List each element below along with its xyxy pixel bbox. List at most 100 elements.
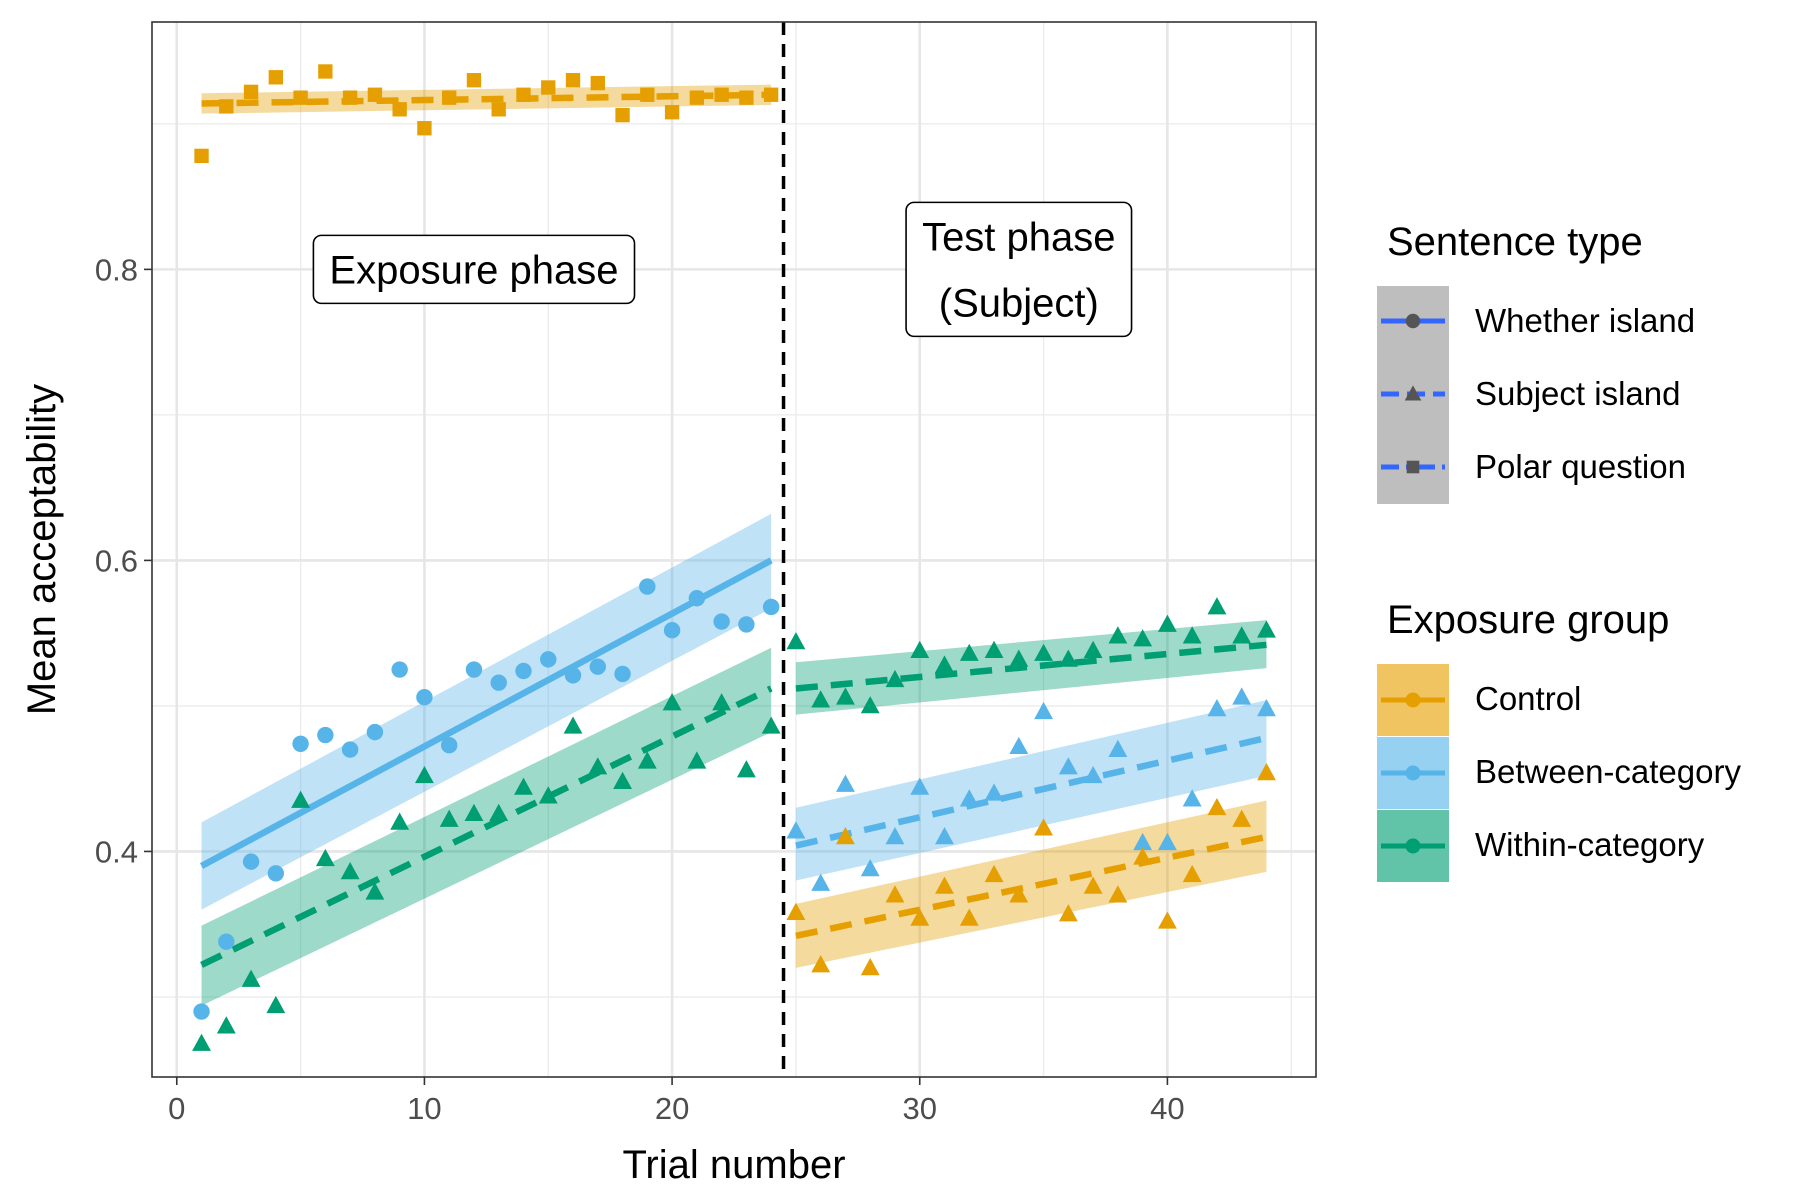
point-control-polar-question (293, 90, 308, 105)
point-between-category-whether-island (738, 616, 755, 633)
x-tick-label: 10 (407, 1091, 441, 1126)
point-between-category-subject-island (1157, 832, 1177, 851)
point-between-category-whether-island (341, 741, 359, 758)
x-tick-label: 20 (655, 1091, 689, 1126)
point-between-category-subject-island (1058, 757, 1078, 775)
legend-label-between-category: Between-category (1475, 753, 1741, 790)
point-within-category-subject-island (1207, 597, 1227, 615)
point-control-subject-island (910, 908, 930, 926)
point-control-subject-island (959, 908, 979, 926)
point-between-category-whether-island (242, 853, 260, 870)
point-within-category-subject-island (1108, 626, 1128, 644)
point-within-category-whether-island (414, 765, 434, 784)
point-control-polar-question (739, 90, 754, 105)
legend-label-polar-question: Polar question (1475, 448, 1686, 485)
point-within-category-subject-island (959, 643, 979, 661)
point-within-category-subject-island (1058, 649, 1078, 667)
point-control-polar-question (565, 73, 581, 88)
legend-key-marker-whether-island (1405, 313, 1421, 329)
point-within-category-whether-island (340, 861, 360, 880)
point-control-polar-question (417, 121, 432, 136)
point-control-polar-question (541, 80, 556, 95)
legend-label-control: Control (1475, 680, 1581, 717)
point-control-polar-question (367, 87, 383, 102)
point-between-category-whether-island (292, 735, 309, 752)
grid-lines (152, 22, 1316, 1077)
point-between-category-subject-island (984, 783, 1004, 801)
point-between-category-subject-island (1257, 699, 1276, 717)
point-control-polar-question (243, 84, 259, 100)
point-control-subject-island (1133, 847, 1153, 865)
point-control-subject-island (1257, 763, 1276, 781)
point-within-category-whether-island (489, 803, 509, 821)
annotation-box (905, 201, 1133, 338)
axes: 0 10 20 30 40 0.4 0.6 0.8 (95, 252, 1185, 1126)
legend-label-subject-island: Subject island (1475, 375, 1680, 412)
point-within-category-subject-island (786, 632, 806, 650)
point-between-category-whether-island (218, 933, 235, 950)
point-between-category-subject-island (811, 873, 831, 891)
point-between-category-subject-island (935, 827, 954, 845)
point-control-polar-question (442, 90, 457, 105)
point-within-category-whether-island (613, 771, 632, 789)
point-control-subject-island (984, 864, 1004, 883)
legend-key-marker-subject-island (1404, 385, 1422, 401)
point-control-subject-island (1083, 876, 1103, 894)
point-control-subject-island (1108, 885, 1128, 903)
point-control-subject-island (1232, 809, 1252, 827)
point-control-subject-island (1034, 818, 1054, 836)
point-between-category-subject-island (860, 859, 880, 877)
point-control-subject-island (1058, 904, 1078, 922)
point-between-category-subject-island (1009, 736, 1029, 755)
fit-line-control-polar-question (201, 91, 772, 107)
ci-band-control-subject-island (795, 800, 1267, 968)
y-axis-label: Mean acceptability (20, 384, 64, 715)
point-between-category-whether-island (193, 1003, 210, 1020)
point-between-category-subject-island (1108, 739, 1128, 757)
point-within-category-subject-island (1157, 614, 1177, 632)
fit-line-control-subject-island (795, 833, 1268, 940)
point-between-category-whether-island (440, 737, 458, 754)
point-control-polar-question (516, 87, 531, 102)
point-within-category-subject-island (1083, 640, 1103, 659)
point-control-polar-question (763, 87, 779, 102)
point-within-category-subject-island (1182, 626, 1202, 644)
point-control-polar-question (392, 102, 407, 117)
point-control-subject-island (1009, 885, 1029, 903)
point-within-category-whether-island (464, 803, 484, 821)
point-within-category-subject-island (935, 655, 954, 673)
x-axis-label: Trial number (622, 1143, 845, 1187)
point-between-category-subject-island (836, 774, 855, 792)
legend-title-sentence-type: Sentence type (1387, 220, 1643, 264)
point-within-category-whether-island (563, 716, 583, 734)
point-control-polar-question (640, 87, 655, 102)
point-between-category-subject-island (910, 777, 930, 795)
point-within-category-subject-island (1257, 620, 1276, 638)
annotation-text: Test phase (922, 215, 1115, 259)
legend-label-whether-island: Whether island (1475, 302, 1695, 339)
point-within-category-whether-island (192, 1033, 211, 1051)
point-within-category-whether-island (736, 760, 756, 778)
x-tick-label: 30 (903, 1091, 937, 1126)
legend-title-exposure-group: Exposure group (1387, 598, 1669, 642)
fit-line-between-category-subject-island (795, 734, 1268, 849)
point-control-polar-question (268, 70, 284, 85)
point-within-category-subject-island (910, 640, 930, 659)
point-between-category-whether-island (317, 726, 334, 744)
legend-key-marker-between-category (1405, 765, 1421, 781)
legend-key-marker-polar-question (1406, 460, 1420, 474)
point-within-category-whether-island (315, 848, 335, 867)
annotation-test-phase: Test phase (Subject) (905, 201, 1133, 338)
point-control-subject-island (935, 876, 954, 894)
point-within-category-subject-island (1133, 629, 1153, 647)
point-between-category-subject-island (786, 821, 806, 839)
point-control-subject-island (885, 885, 905, 903)
point-control-polar-question (342, 90, 358, 105)
point-between-category-whether-island (688, 590, 706, 607)
point-between-category-subject-island (959, 789, 979, 807)
legend: Sentence type Whether island Subject isl… (1377, 220, 1741, 882)
point-between-category-whether-island (614, 665, 631, 683)
point-within-category-whether-island (291, 790, 311, 808)
point-between-category-whether-island (391, 661, 408, 678)
